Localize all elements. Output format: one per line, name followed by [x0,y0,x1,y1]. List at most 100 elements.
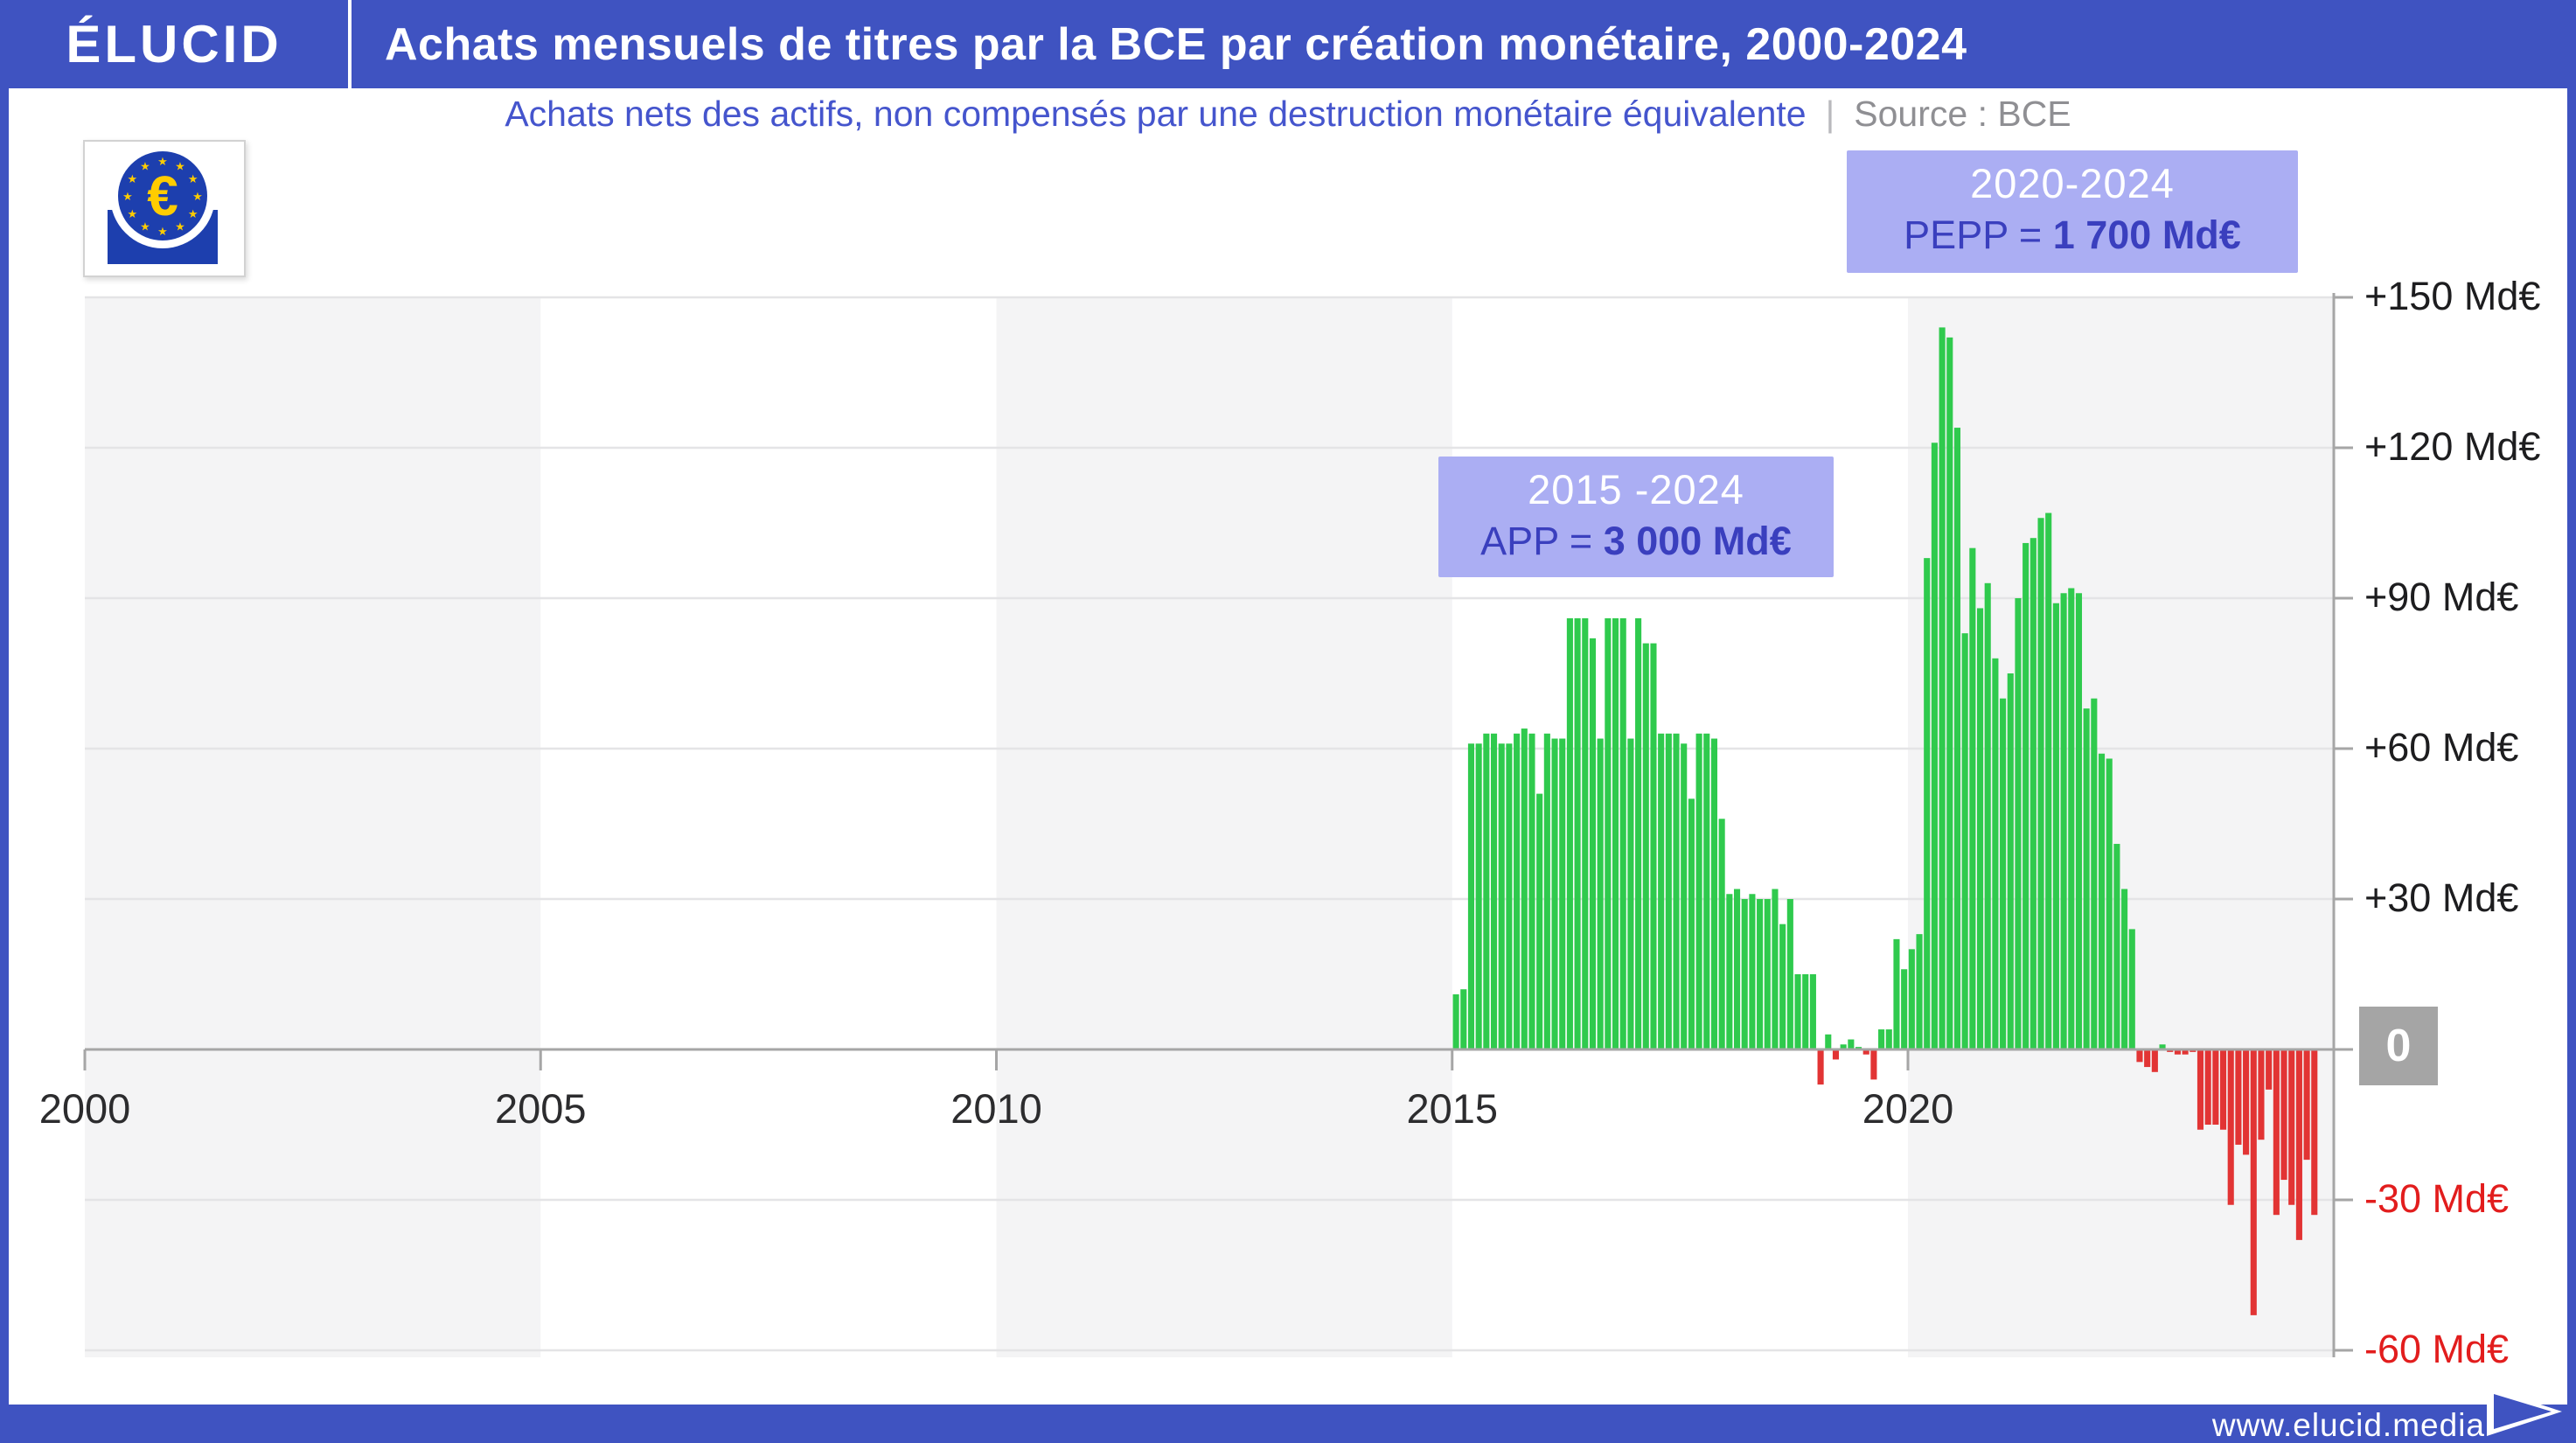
bar-month [2029,538,2036,1049]
bar-month [1786,899,1793,1049]
frame-left [0,0,9,1443]
bar-month [1764,899,1771,1049]
bar-month [1498,743,1505,1049]
bar-month [1953,428,1961,1050]
bar-month [2243,1049,2250,1155]
bar-month [2098,753,2106,1049]
bar-month [1733,889,1741,1049]
svg-text:★: ★ [188,207,198,220]
source-label: Source : BCE [1854,93,2071,134]
pepp-annotation: 2020-2024 PEPP = 1 700 Md€ [1847,150,2298,273]
bar-month [2182,1049,2189,1055]
bar-month [1817,1049,1824,1085]
bar-month [1559,738,1566,1049]
bar-month [1490,733,1498,1049]
bar-month [1582,617,1589,1049]
bar-month [2250,1049,2257,1315]
bar-month [2000,698,2007,1049]
bar-month [1460,989,1467,1049]
pepp-amount: PEPP = 1 700 Md€ [1847,213,2298,258]
bar-month [1893,938,1900,1049]
bar-month [2266,1049,2273,1090]
bar-month [1885,1029,1892,1049]
svg-text:★: ★ [128,172,138,185]
bar-month [1605,617,1612,1049]
svg-text:★: ★ [175,220,185,234]
euro-stars-icon: €★ ★★★★★★★★★★★ [108,143,218,264]
bar-month [1650,643,1657,1049]
bar-month [1673,733,1680,1049]
bar-month [1452,993,1459,1049]
bar-month [1483,733,1490,1049]
bar-month [2068,588,2075,1049]
bar-month [1931,443,1938,1049]
bar-month [1939,327,1946,1049]
bar-month [1528,733,1535,1049]
footer-url: www.elucid.media [2211,1407,2485,1443]
bar-month [1514,733,1521,1049]
bar-month [2113,843,2120,1049]
bar-month [1688,798,1695,1049]
bar-month [1984,582,1991,1049]
svg-text:€: € [147,164,178,227]
bar-month [2219,1049,2227,1130]
bar-month [1597,738,1604,1049]
bar-month [1506,743,1513,1049]
bar-month [1475,743,1482,1049]
elucid-logo: ÉLUCID [66,15,282,73]
bar-month [2136,1049,2143,1063]
header-separator [348,0,352,88]
page-title: Achats mensuels de titres par la BCE par… [385,18,1967,70]
svg-text:★: ★ [140,220,150,234]
bar-month [2015,598,2022,1049]
pepp-value: 1 700 Md€ [2052,213,2241,257]
bar-month [1635,617,1642,1049]
app-period: 2015 -2024 [1528,466,1744,512]
bar-month [1703,733,1710,1049]
bar-month [1642,643,1649,1049]
bar-month [2045,512,2052,1049]
bar-month [1862,1049,1869,1055]
bar-month [1521,728,1528,1049]
bar-month [2212,1049,2219,1125]
bar-month [1566,617,1573,1049]
bar-month [1612,617,1619,1049]
bar-month [1658,733,1665,1049]
bar-month [1992,658,1999,1049]
bar-month [1908,949,1915,1049]
background-band [996,297,1452,1357]
bar-month [1749,894,1756,1049]
pepp-period: 2020-2024 [1970,160,2175,206]
bar-month [2204,1049,2211,1125]
bar-month [1825,1034,1832,1049]
bar-month [2197,1049,2204,1130]
bar-month [1969,547,1976,1049]
bar-month [1779,924,1786,1049]
bar-month [2007,673,2014,1049]
bar-month [2295,1049,2302,1240]
svg-text:★: ★ [175,159,185,172]
header: ÉLUCID Achats mensuels de titres par la … [0,0,2576,88]
background-band [85,297,541,1357]
bar-month [1840,1044,1847,1049]
bar-month [2174,1049,2181,1055]
bar-month [2303,1049,2310,1161]
subtitle-separator: | [1825,93,1835,134]
chart-subtitle: Achats nets des actifs, non compensés pa… [505,93,1807,134]
bar-month [1946,337,1953,1049]
svg-text:★: ★ [128,207,138,220]
bar-month [2083,708,2090,1049]
svg-text:★: ★ [157,225,168,238]
ecb-logo: € ★ ★ ★ ★ ★ ★ ★ ★ ★ ★ ★ ★ [83,140,246,277]
bar-month [2128,929,2135,1049]
bar-month [1901,969,1908,1049]
bar-month [2288,1049,2295,1205]
bar-month [1802,974,1809,1049]
bar-month [2144,1049,2151,1068]
bar-month [2151,1049,2158,1072]
bar-month [1665,733,1672,1049]
app-label: APP = [1480,519,1604,563]
bar-month [2052,603,2059,1049]
bar-month [1809,974,1816,1049]
